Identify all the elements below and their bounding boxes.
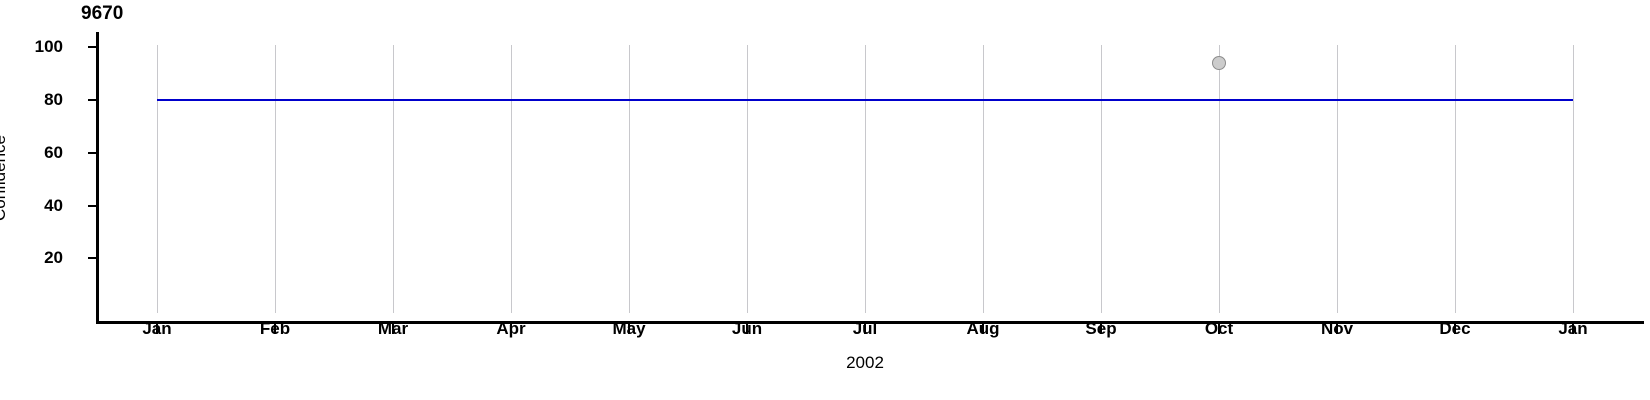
gridline-dec-11 — [1455, 45, 1456, 313]
x-tick-jul-6 — [864, 324, 866, 334]
gridline-aug-7 — [983, 45, 984, 313]
x-tick-label-jan-12: Jan — [1558, 319, 1588, 338]
x-tick-sep-8 — [1100, 324, 1102, 334]
y-tick-label-20: 20 — [44, 248, 63, 268]
y-tick-40 — [88, 204, 97, 207]
gridline-apr-3 — [511, 45, 512, 313]
gridline-mar-2 — [393, 45, 394, 313]
gridline-jun-5 — [747, 45, 748, 313]
x-axis-line — [96, 321, 1644, 324]
x-tick-feb-1 — [274, 324, 276, 334]
x-tick-label-may-4: May — [612, 319, 646, 338]
gridline-jul-6 — [865, 45, 866, 313]
x-tick-label-jan-0: Jan — [142, 319, 172, 338]
y-tick-80 — [88, 99, 97, 101]
gridline-may-4 — [629, 45, 630, 313]
x-tick-mar-2 — [392, 324, 394, 334]
x-tick-label-apr-3: Apr — [496, 319, 526, 338]
x-tick-jun-5 — [746, 324, 748, 334]
x-tick-label-oct-9: Oct — [1204, 319, 1234, 338]
x-tick-label-aug-7: Aug — [966, 319, 1000, 338]
gridline-jan-0 — [157, 45, 158, 313]
y-tick-100 — [88, 46, 97, 49]
x-tick-jan-12 — [1572, 324, 1574, 334]
gridline-feb-1 — [275, 45, 276, 313]
y-tick-20 — [88, 257, 97, 260]
y-tick-label-80: 80 — [44, 90, 63, 109]
x-tick-oct-9 — [1218, 324, 1220, 334]
y-tick-label-100: 100 — [34, 37, 63, 57]
chart-title: 9670 — [81, 3, 124, 24]
gridline-sep-8 — [1101, 45, 1102, 313]
x-tick-nov-10 — [1336, 324, 1338, 334]
x-tick-label-dec-11: Dec — [1439, 319, 1471, 338]
x-tick-aug-7 — [982, 324, 984, 334]
x-tick-label-jul-6: Jul — [852, 319, 878, 338]
x-tick-label-nov-10: Nov — [1320, 319, 1354, 338]
gridline-jan-12 — [1573, 45, 1574, 313]
gridline-nov-10 — [1337, 45, 1338, 313]
y-axis-line — [96, 32, 99, 324]
x-tick-label-mar-2: Mar — [377, 319, 409, 338]
x-tick-label-feb-1: Feb — [259, 319, 291, 338]
x-tick-apr-3 — [510, 324, 512, 334]
gridline-oct-9 — [1219, 45, 1220, 313]
series-line-threshold — [157, 99, 1573, 101]
x-axis-title: 2002 — [846, 353, 884, 372]
y-tick-60 — [88, 151, 97, 154]
x-tick-label-sep-8: Sep — [1085, 319, 1117, 338]
y-tick-label-40: 40 — [44, 195, 63, 215]
data-point-oct[interactable] — [1212, 56, 1226, 71]
x-tick-dec-11 — [1454, 324, 1456, 334]
x-tick-jan-0 — [156, 324, 158, 334]
y-axis-label: Confidence — [0, 135, 9, 222]
y-tick-label-60: 60 — [44, 142, 63, 162]
x-tick-may-4 — [628, 324, 630, 334]
x-tick-label-jun-5: Jun — [731, 319, 763, 338]
